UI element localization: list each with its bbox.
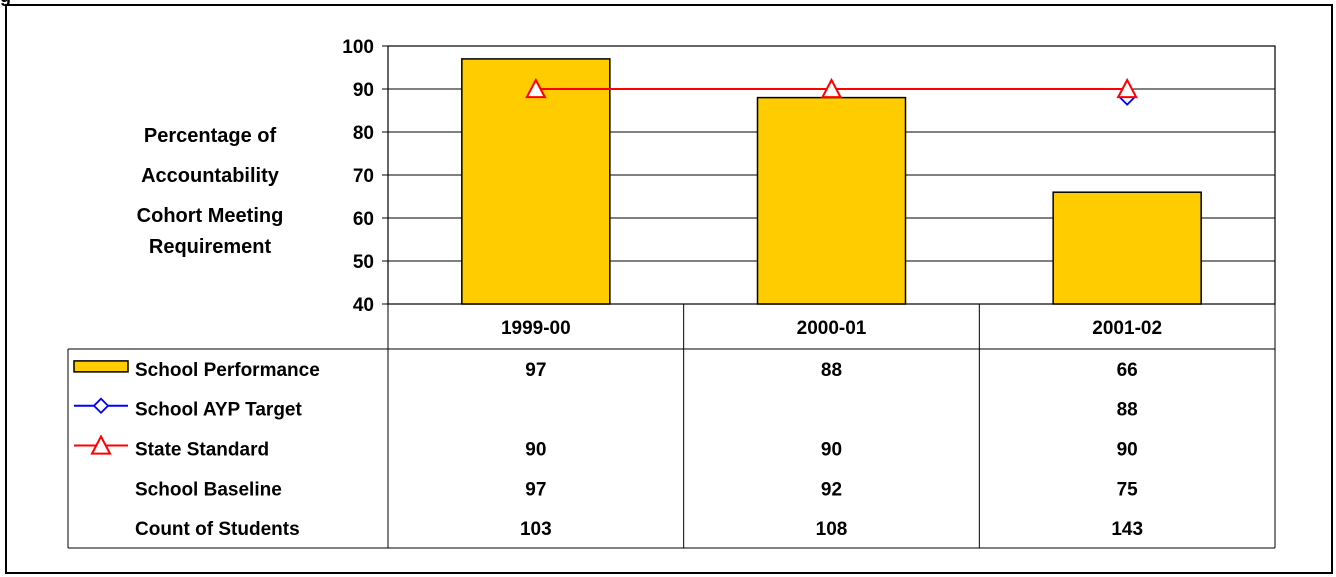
- table-row-label: School Performance: [135, 360, 320, 381]
- y-tick-label: 60: [353, 209, 374, 230]
- table-row-label: School AYP Target: [135, 400, 302, 421]
- y-axis-label-line: Accountability: [141, 165, 280, 187]
- y-axis-label-line: Percentage of: [144, 125, 277, 147]
- table-cell: 103: [520, 519, 552, 540]
- table-cell: 75: [1117, 479, 1139, 500]
- table-cell: 92: [821, 479, 842, 500]
- table-cell: 97: [525, 479, 546, 500]
- y-axis-label-line: Requirement: [149, 236, 272, 258]
- legend-key-bar: [73, 360, 129, 373]
- y-tick-label: 50: [353, 252, 374, 273]
- series-marker: [525, 77, 547, 99]
- table-cell: 66: [1117, 360, 1138, 381]
- y-axis-label: Percentage of Accountability Cohort Meet…: [137, 125, 284, 258]
- bar: [461, 58, 611, 305]
- series-lines: [525, 77, 1138, 106]
- table-row-label: State Standard: [135, 440, 269, 461]
- table-cell: 90: [821, 440, 842, 461]
- series-marker: [1116, 77, 1138, 99]
- table-cell: 90: [525, 440, 546, 461]
- table-cell: 108: [816, 519, 848, 540]
- series-marker: [820, 77, 843, 99]
- cutoff-heading: g: [0, 0, 11, 7]
- y-tick-label: 70: [353, 166, 374, 187]
- bar: [1052, 191, 1202, 305]
- x-tick-label: 2000-01: [797, 318, 867, 339]
- table-cell: 90: [1117, 440, 1138, 461]
- y-tick-label: 90: [353, 80, 374, 101]
- table-row-label: School Baseline: [135, 479, 282, 500]
- x-tick-label: 1999-00: [501, 318, 571, 339]
- table-cell: 143: [1111, 519, 1143, 540]
- x-tick-label: 2001-02: [1092, 318, 1162, 339]
- bars: [461, 58, 1202, 305]
- table-cell: 88: [1117, 400, 1138, 421]
- y-tick-label: 100: [342, 37, 374, 58]
- data-table: 1999-00 2000-01 2001-02 School Performance 9…: [67, 304, 1276, 549]
- y-tick-labels: 40 50 60 70 80 90 100: [342, 37, 374, 316]
- bar: [756, 96, 907, 305]
- y-axis-label-line: Cohort Meeting: [137, 205, 284, 227]
- table-cell: 97: [525, 360, 546, 381]
- legend-key-marker: [90, 434, 112, 455]
- legend-key-marker: [92, 397, 110, 414]
- table-cell: 88: [821, 360, 842, 381]
- y-tick-label: 40: [353, 295, 374, 316]
- table-row-label: Count of Students: [135, 519, 300, 540]
- y-tick-label: 80: [353, 123, 374, 144]
- chart-frame: [5, 4, 1333, 574]
